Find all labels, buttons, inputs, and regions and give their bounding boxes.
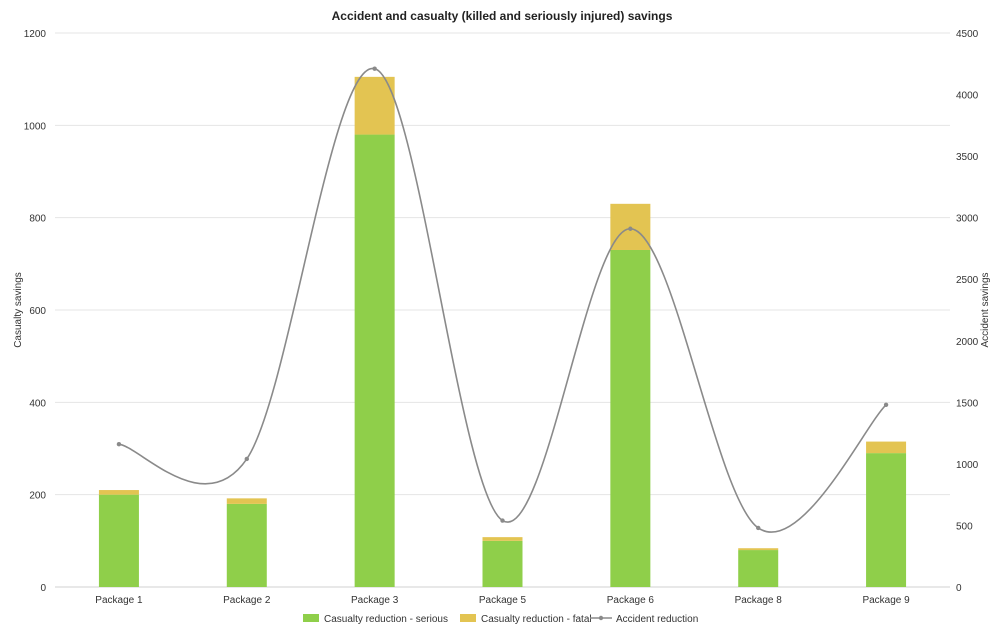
left-axis-title: Casualty savings [13, 272, 24, 348]
right-tick-label: 4000 [956, 91, 979, 102]
right-tick-label: 1000 [956, 460, 979, 471]
legend-label: Casualty reduction - fatal [481, 614, 592, 625]
right-tick-label: 1500 [956, 398, 979, 409]
accident-reduction-point [116, 441, 122, 447]
left-tick-label: 200 [29, 491, 46, 502]
right-tick-label: 4500 [956, 29, 979, 40]
x-tick-label: Package 3 [351, 595, 399, 606]
bar-casualty-reduction-serious [354, 134, 395, 588]
x-tick-label: Package 2 [223, 595, 271, 606]
accident-reduction-point [883, 402, 889, 407]
bar-casualty-reduction-serious [610, 249, 651, 587]
legend-swatch [303, 614, 319, 622]
x-tick-label: Package 9 [862, 595, 910, 606]
bar-casualty-reduction-serious [482, 540, 523, 587]
right-tick-label: 2500 [956, 275, 979, 286]
bar-casualty-reduction-fatal [482, 537, 523, 541]
legend-label: Casualty reduction - serious [324, 614, 448, 625]
accident-reduction-point [244, 456, 249, 462]
left-tick-label: 0 [40, 583, 46, 594]
left-tick-label: 1200 [24, 29, 47, 40]
legend-swatch [460, 614, 476, 622]
right-tick-label: 2000 [956, 337, 979, 348]
accident-line [116, 66, 889, 533]
bar-casualty-reduction-serious [738, 550, 779, 587]
right-tick-label: 3000 [956, 214, 979, 225]
left-tick-label: 800 [29, 214, 46, 225]
legend-label: Accident reduction [616, 614, 698, 625]
gridlines [55, 32, 950, 588]
left-tick-label: 400 [29, 398, 46, 409]
bar-casualty-reduction-fatal [738, 548, 779, 551]
x-tick-label: Package 5 [479, 595, 527, 606]
x-tick-label: Package 8 [735, 595, 783, 606]
accident-reduction-point [500, 518, 505, 523]
accident-reduction-line [118, 67, 887, 533]
right-axis-ticks: 0 500 1000 1500 2000 2500 3000 3500 4000 4500 [956, 29, 979, 594]
right-tick-label: 500 [956, 521, 973, 532]
left-tick-label: 600 [29, 306, 46, 317]
x-tick-label: Package 6 [607, 595, 655, 606]
legend-marker [598, 615, 604, 621]
bar-casualty-reduction-fatal [226, 498, 267, 504]
bar-casualty-reduction-serious [98, 494, 139, 587]
right-tick-label: 0 [956, 583, 962, 594]
bars [98, 76, 907, 588]
accident-reduction-point [628, 226, 633, 231]
bar-casualty-reduction-fatal [98, 490, 139, 495]
x-axis-ticks: Package 1 Package 2 Package 3 Package 5 Pack… [95, 595, 910, 606]
accident-reduction-point [756, 525, 761, 531]
right-tick-label: 3500 [956, 152, 979, 163]
legend: Casualty reduction - serious Casualty red… [303, 614, 698, 625]
left-axis-ticks: 0 200 400 600 800 1000 1200 [24, 29, 47, 594]
bar-casualty-reduction-serious [866, 453, 907, 587]
bar-casualty-reduction-serious [226, 503, 267, 587]
right-axis-title: Accident savings [980, 272, 991, 347]
x-tick-label: Package 1 [95, 595, 143, 606]
left-tick-label: 1000 [24, 121, 47, 132]
bar-casualty-reduction-fatal [354, 76, 395, 135]
accident-reduction-point [372, 66, 377, 71]
bar-casualty-reduction-fatal [866, 441, 907, 454]
chart-title: Accident and casualty (killed and seriou… [332, 9, 673, 23]
